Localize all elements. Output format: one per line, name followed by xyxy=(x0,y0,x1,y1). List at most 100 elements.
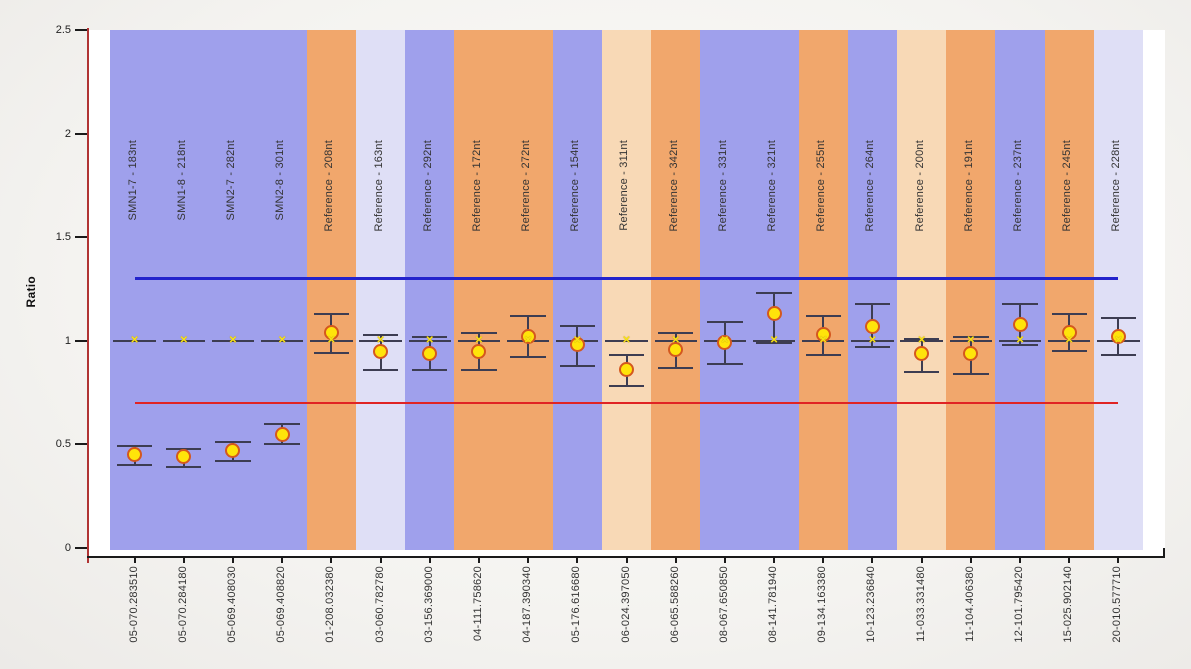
data-point[interactable] xyxy=(127,447,143,463)
reference-x-marker: ✕ xyxy=(277,334,287,346)
sample-band: Reference - 154nt xyxy=(552,30,602,550)
x-tick xyxy=(822,556,825,563)
data-point[interactable] xyxy=(1012,316,1028,332)
sample-band: Reference - 228nt xyxy=(1093,30,1143,550)
data-point[interactable] xyxy=(668,341,684,357)
error-bar-cap-top xyxy=(805,314,841,317)
sample-band: Reference - 237nt xyxy=(995,30,1045,550)
band-label: Reference - 255nt xyxy=(815,140,828,232)
sample-band: Reference - 342nt xyxy=(651,30,701,550)
x-tick xyxy=(330,556,333,563)
reference-x-marker: ✕ xyxy=(376,334,385,346)
y-tick xyxy=(75,547,87,549)
band-label: Reference - 237nt xyxy=(1012,140,1025,232)
sample-band: SMN1-7 - 183nt xyxy=(110,30,160,550)
data-point[interactable] xyxy=(323,325,339,340)
x-axis-label: 06-065.588260 xyxy=(668,566,681,643)
error-bar-cap-bottom xyxy=(756,341,792,344)
data-point[interactable] xyxy=(176,449,192,465)
x-tick xyxy=(1117,556,1120,563)
data-point[interactable] xyxy=(914,345,930,361)
sample-band: Reference - 311nt xyxy=(601,30,652,550)
reference-dash xyxy=(261,339,304,342)
band-label: Reference - 228nt xyxy=(1110,140,1123,232)
band-label: Reference - 292nt xyxy=(421,140,434,232)
reference-x-marker: ✕ xyxy=(868,334,877,346)
x-axis-line xyxy=(87,556,1165,558)
data-point[interactable] xyxy=(569,337,585,353)
x-tick xyxy=(969,556,972,563)
data-point[interactable] xyxy=(274,426,290,442)
error-bar-cap-bottom xyxy=(854,346,891,349)
band-label: Reference - 331nt xyxy=(716,140,729,232)
error-bar-cap-bottom xyxy=(707,362,743,365)
sample-band: SMN2-7 - 282nt xyxy=(208,30,258,550)
error-bar-cap-top xyxy=(313,312,350,315)
x-axis-label: 03-060.782780 xyxy=(373,566,386,643)
reference-x-marker: ✕ xyxy=(179,334,188,346)
data-point[interactable] xyxy=(471,343,487,359)
data-point[interactable] xyxy=(815,327,831,343)
data-point[interactable] xyxy=(1061,325,1077,340)
error-bar-cap-bottom xyxy=(362,368,399,371)
error-bar-cap-bottom xyxy=(412,368,448,371)
reference-x-marker: ✕ xyxy=(327,334,336,346)
sample-band: Reference - 255nt xyxy=(798,30,848,550)
band-label: SMN1-8 - 218nt xyxy=(175,140,188,221)
x-axis-label: 08-067.650850 xyxy=(717,566,730,643)
error-bar-cap-bottom xyxy=(903,370,940,373)
error-bar-cap-top xyxy=(362,333,399,336)
data-point[interactable] xyxy=(717,335,733,351)
sample-band: Reference - 172nt xyxy=(454,30,504,550)
error-bar-cap-top xyxy=(461,331,497,334)
error-bar-cap-bottom xyxy=(608,385,645,388)
error-bar-cap-top xyxy=(116,445,153,448)
band-label: SMN2-8 - 301nt xyxy=(274,140,287,221)
x-tick xyxy=(674,556,677,563)
reference-x-marker: ✕ xyxy=(474,334,484,346)
error-bar-cap-top xyxy=(657,331,694,334)
error-bar-cap-bottom xyxy=(805,354,841,357)
data-point[interactable] xyxy=(225,443,241,459)
x-tick xyxy=(182,556,185,563)
reference-x-marker: ✕ xyxy=(130,334,139,346)
data-point[interactable] xyxy=(864,318,880,334)
x-axis-label: 05-070.283510 xyxy=(127,566,140,643)
reference-x-marker: ✕ xyxy=(228,334,238,346)
x-tick xyxy=(920,556,923,563)
reference-x-marker: ✕ xyxy=(819,334,828,346)
x-axis-label: 05-069.408030 xyxy=(225,566,238,643)
upper-threshold-line xyxy=(134,277,1119,281)
error-bar-cap-bottom xyxy=(559,364,595,367)
x-axis-label: 05-069.408820 xyxy=(275,566,288,643)
data-point[interactable] xyxy=(619,362,634,378)
data-point[interactable] xyxy=(373,343,389,359)
band-label: Reference - 264nt xyxy=(864,140,877,232)
x-axis-label: 05-176.616680 xyxy=(570,566,583,643)
x-tick xyxy=(428,556,431,563)
data-point[interactable] xyxy=(963,345,979,361)
lower-threshold-line xyxy=(134,401,1119,404)
error-bar-cap-bottom xyxy=(1051,350,1087,353)
data-point[interactable] xyxy=(1110,329,1126,345)
x-axis-label: 15-025.902140 xyxy=(1062,566,1075,643)
x-axis-label: 05-070.284180 xyxy=(176,566,189,643)
x-axis-end-tick xyxy=(1163,548,1165,556)
error-bar-cap-top xyxy=(510,314,546,317)
sample-band: Reference - 321nt xyxy=(749,30,799,550)
error-bar-cap-top xyxy=(608,354,645,357)
sample-band: Reference - 292nt xyxy=(405,30,455,550)
x-tick xyxy=(133,556,136,563)
reference-x-marker: ✕ xyxy=(1015,334,1025,346)
band-label: SMN1-7 - 183nt xyxy=(126,140,139,221)
x-axis-label: 11-104.406380 xyxy=(963,566,976,642)
data-point[interactable] xyxy=(766,306,782,322)
reference-x-marker: ✕ xyxy=(1065,334,1074,346)
error-bar-cap-bottom xyxy=(461,368,497,371)
data-point[interactable] xyxy=(422,345,438,361)
data-point[interactable] xyxy=(520,329,536,345)
reference-x-marker: ✕ xyxy=(720,334,730,346)
error-bar-cap-bottom xyxy=(166,466,202,469)
x-axis-label: 12-101.795420 xyxy=(1013,566,1026,643)
